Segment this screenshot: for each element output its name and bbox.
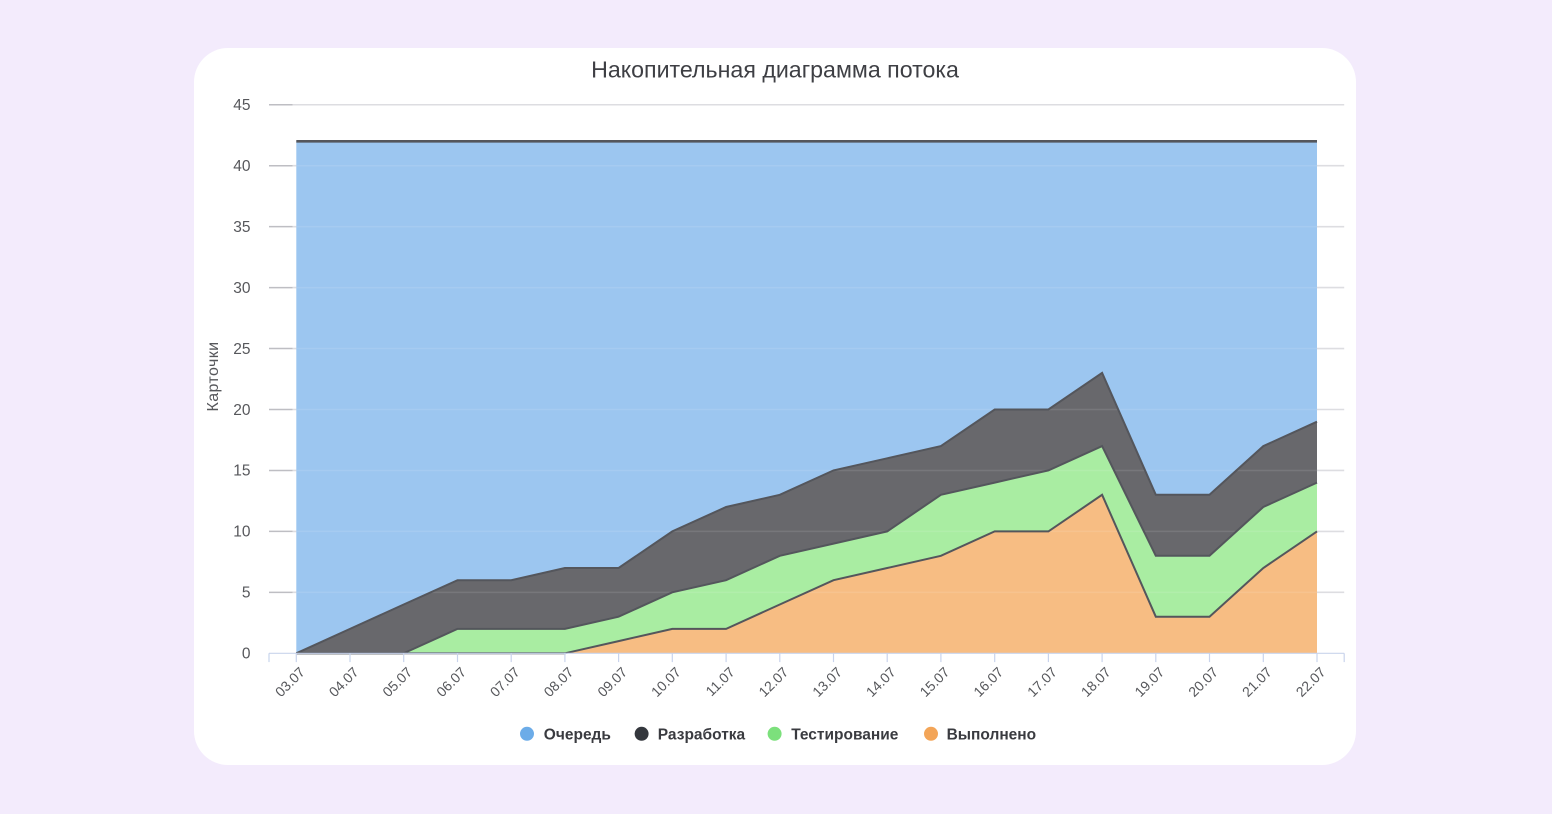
svg-text:30: 30	[233, 280, 251, 297]
svg-text:35: 35	[233, 219, 250, 236]
svg-text:21.07: 21.07	[1239, 664, 1275, 700]
svg-text:10.07: 10.07	[648, 664, 684, 700]
svg-text:18.07: 18.07	[1078, 664, 1114, 700]
svg-text:09.07: 09.07	[594, 664, 630, 700]
svg-text:03.07: 03.07	[272, 664, 308, 700]
svg-text:22.07: 22.07	[1293, 664, 1329, 700]
svg-text:06.07: 06.07	[433, 664, 469, 700]
svg-text:14.07: 14.07	[863, 664, 899, 700]
svg-text:12.07: 12.07	[755, 664, 791, 700]
svg-text:10: 10	[233, 524, 251, 541]
svg-text:04.07: 04.07	[326, 664, 362, 700]
svg-text:16.07: 16.07	[970, 664, 1006, 700]
svg-text:Очередь: Очередь	[544, 727, 611, 744]
svg-text:05.07: 05.07	[379, 664, 415, 700]
svg-text:13.07: 13.07	[809, 664, 845, 700]
svg-text:40: 40	[233, 158, 251, 175]
svg-text:11.07: 11.07	[702, 664, 738, 700]
svg-text:Выполнено: Выполнено	[947, 727, 1037, 744]
svg-text:20.07: 20.07	[1185, 664, 1221, 700]
svg-text:15: 15	[233, 463, 250, 480]
svg-text:08.07: 08.07	[540, 664, 576, 700]
svg-text:15.07: 15.07	[916, 664, 952, 700]
svg-text:0: 0	[242, 646, 251, 663]
svg-text:19.07: 19.07	[1131, 664, 1167, 700]
svg-text:17.07: 17.07	[1024, 664, 1060, 700]
svg-text:20: 20	[233, 402, 251, 419]
svg-text:Разработка: Разработка	[658, 727, 746, 744]
svg-text:45: 45	[233, 97, 250, 114]
svg-text:Карточки: Карточки	[205, 342, 222, 412]
svg-text:07.07: 07.07	[487, 664, 523, 700]
svg-text:25: 25	[233, 341, 250, 358]
svg-text:5: 5	[242, 585, 251, 602]
svg-text:Накопительная диаграмма потока: Накопительная диаграмма потока	[591, 57, 959, 83]
svg-text:Тестирование: Тестирование	[791, 727, 899, 744]
